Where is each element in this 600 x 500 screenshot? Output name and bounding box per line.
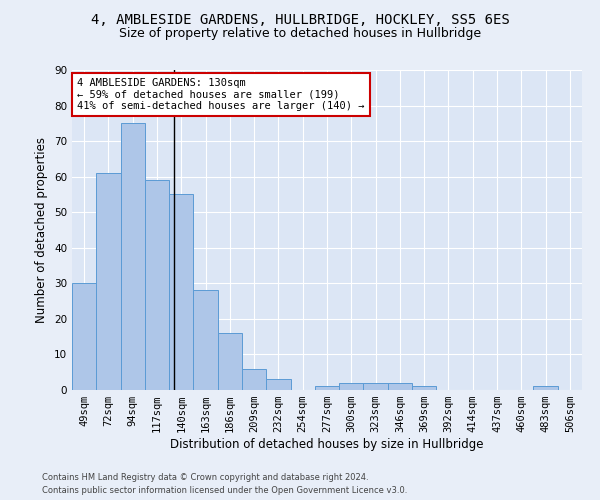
- Bar: [193, 290, 218, 390]
- Bar: [242, 368, 266, 390]
- Bar: [533, 386, 558, 390]
- Bar: [218, 333, 242, 390]
- Bar: [315, 386, 339, 390]
- Bar: [145, 180, 169, 390]
- Bar: [266, 380, 290, 390]
- Bar: [364, 383, 388, 390]
- Y-axis label: Number of detached properties: Number of detached properties: [35, 137, 49, 323]
- X-axis label: Distribution of detached houses by size in Hullbridge: Distribution of detached houses by size …: [170, 438, 484, 451]
- Bar: [388, 383, 412, 390]
- Text: Size of property relative to detached houses in Hullbridge: Size of property relative to detached ho…: [119, 28, 481, 40]
- Bar: [412, 386, 436, 390]
- Text: Contains public sector information licensed under the Open Government Licence v3: Contains public sector information licen…: [42, 486, 407, 495]
- Bar: [339, 383, 364, 390]
- Bar: [72, 284, 96, 390]
- Bar: [96, 173, 121, 390]
- Text: 4 AMBLESIDE GARDENS: 130sqm
← 59% of detached houses are smaller (199)
41% of se: 4 AMBLESIDE GARDENS: 130sqm ← 59% of det…: [77, 78, 365, 111]
- Text: 4, AMBLESIDE GARDENS, HULLBRIDGE, HOCKLEY, SS5 6ES: 4, AMBLESIDE GARDENS, HULLBRIDGE, HOCKLE…: [91, 12, 509, 26]
- Bar: [121, 124, 145, 390]
- Text: Contains HM Land Registry data © Crown copyright and database right 2024.: Contains HM Land Registry data © Crown c…: [42, 474, 368, 482]
- Bar: [169, 194, 193, 390]
